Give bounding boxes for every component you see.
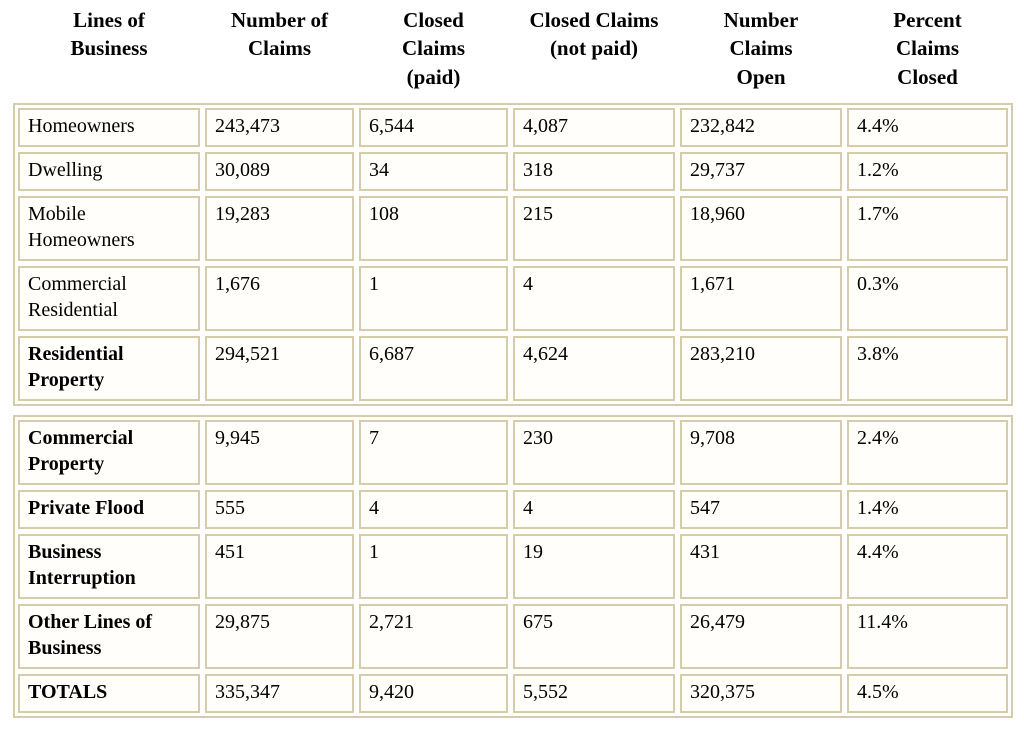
cell-value: 294,521 [205, 336, 354, 402]
table-row: Dwelling 30,089 34 318 29,737 1.2% [18, 152, 1008, 192]
table-section-residential: Homeowners 243,473 6,544 4,087 232,842 4.4% Dw… [13, 103, 1013, 407]
table-header-row: Lines of Business Number of Claims Close… [18, 6, 1024, 91]
cell-value: 4.4% [847, 108, 1008, 148]
cell-value: 1,671 [680, 266, 842, 332]
cell-value: 29,875 [205, 604, 354, 670]
table-row: Mobile Homeowners 19,283 108 215 18,960 1.7% [18, 196, 1008, 262]
cell-value: 6,687 [359, 336, 508, 402]
cell-value: 3.8% [847, 336, 1008, 402]
column-header-percent-claims-closed: Percent Claims Closed [847, 6, 1008, 91]
cell-value: 335,347 [205, 674, 354, 714]
cell-value: 1.4% [847, 490, 1008, 530]
cell-value: 19 [513, 534, 675, 600]
cell-value: 1 [359, 266, 508, 332]
cell-value: 243,473 [205, 108, 354, 148]
cell-value: 675 [513, 604, 675, 670]
cell-value: 232,842 [680, 108, 842, 148]
cell-value: 215 [513, 196, 675, 262]
cell-value: 18,960 [680, 196, 842, 262]
cell-value: 4.5% [847, 674, 1008, 714]
cell-value: 9,708 [680, 420, 842, 486]
cell-value: 4,624 [513, 336, 675, 402]
cell-value: 431 [680, 534, 842, 600]
cell-value: 11.4% [847, 604, 1008, 670]
cell-value: 6,544 [359, 108, 508, 148]
column-header-label: Closed Claims (paid) [402, 8, 465, 89]
table-section-commercial-other: Commercial Property 9,945 7 230 9,708 2.4% Pri… [13, 415, 1013, 719]
cell-value: 1.2% [847, 152, 1008, 192]
cell-value: 29,737 [680, 152, 842, 192]
column-header-closed-claims-not-paid: Closed Claims (not paid) [513, 6, 675, 91]
row-label: Commercial Residential [18, 266, 200, 332]
row-label: Dwelling [18, 152, 200, 192]
cell-value: 1 [359, 534, 508, 600]
column-header-closed-claims-paid: Closed Claims (paid) [359, 6, 508, 91]
column-header-number-of-claims: Number of Claims [205, 6, 354, 91]
cell-value: 4.4% [847, 534, 1008, 600]
cell-value: 4 [513, 266, 675, 332]
cell-value: 9,945 [205, 420, 354, 486]
cell-value: 2,721 [359, 604, 508, 670]
cell-value: 318 [513, 152, 675, 192]
cell-value: 26,479 [680, 604, 842, 670]
cell-value: 0.3% [847, 266, 1008, 332]
column-header-label: Percent Claims Closed [893, 8, 962, 89]
cell-value: 451 [205, 534, 354, 600]
cell-value: 5,552 [513, 674, 675, 714]
cell-value: 4 [359, 490, 508, 530]
table-row: Commercial Property 9,945 7 230 9,708 2.4% [18, 420, 1008, 486]
cell-value: 2.4% [847, 420, 1008, 486]
row-label: Homeowners [18, 108, 200, 148]
cell-value: 34 [359, 152, 508, 192]
cell-value: 230 [513, 420, 675, 486]
cell-value: 7 [359, 420, 508, 486]
table-row: Other Lines of Business 29,875 2,721 675 26,… [18, 604, 1008, 670]
table-row: Residential Property 294,521 6,687 4,624 283… [18, 336, 1008, 402]
cell-value: 320,375 [680, 674, 842, 714]
column-header-lines-of-business: Lines of Business [18, 6, 200, 91]
cell-value: 283,210 [680, 336, 842, 402]
cell-value: 4 [513, 490, 675, 530]
row-label: Private Flood [18, 490, 200, 530]
column-header-number-claims-open: Number Claims Open [680, 6, 842, 91]
row-label: Commercial Property [18, 420, 200, 486]
column-header-label: Lines of Business [70, 8, 148, 61]
table-row: TOTALS 335,347 9,420 5,552 320,375 4.5% [18, 674, 1008, 714]
cell-value: 19,283 [205, 196, 354, 262]
column-header-label: Number of Claims [230, 8, 329, 61]
cell-value: 108 [359, 196, 508, 262]
row-label: Residential Property [18, 336, 200, 402]
table-row: Commercial Residential 1,676 1 4 1,671 0.3% [18, 266, 1008, 332]
column-header-label: Number Claims Open [723, 8, 799, 89]
cell-value: 1,676 [205, 266, 354, 332]
cell-value: 555 [205, 490, 354, 530]
cell-value: 9,420 [359, 674, 508, 714]
table-row: Homeowners 243,473 6,544 4,087 232,842 4.4% [18, 108, 1008, 148]
cell-value: 1.7% [847, 196, 1008, 262]
row-label: TOTALS [18, 674, 200, 714]
row-label: Business Interruption [18, 534, 200, 600]
column-header-label: Closed Claims (not paid) [529, 8, 659, 61]
row-label: Mobile Homeowners [18, 196, 200, 262]
table-row: Private Flood 555 4 4 547 1.4% [18, 490, 1008, 530]
cell-value: 547 [680, 490, 842, 530]
cell-value: 4,087 [513, 108, 675, 148]
table-row: Business Interruption 451 1 19 431 4.4% [18, 534, 1008, 600]
cell-value: 30,089 [205, 152, 354, 192]
row-label: Other Lines of Business [18, 604, 200, 670]
